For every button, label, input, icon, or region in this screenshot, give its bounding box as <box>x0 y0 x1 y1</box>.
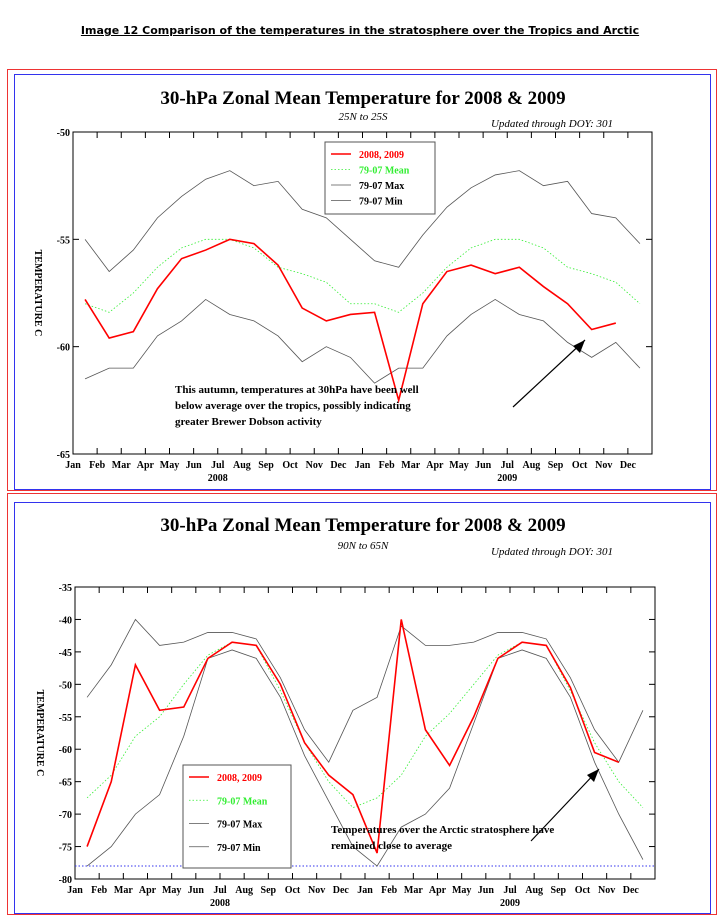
x-tick-label: Jan <box>355 460 371 471</box>
x-tick-label: Jul <box>503 885 517 896</box>
annotation-text: remained close to average <box>331 840 452 852</box>
series-line-79-07-min <box>85 299 640 383</box>
figure-caption: Image 12 Comparison of the temperatures … <box>0 24 720 37</box>
x-tick-label: May <box>162 885 181 896</box>
x-tick-label: Mar <box>114 885 133 896</box>
x-tick-label: Aug <box>525 885 543 896</box>
x-tick-label: Sep <box>551 885 567 896</box>
y-tick-label: -60 <box>57 343 70 354</box>
x-tick-label: Jun <box>475 460 492 471</box>
x-tick-label: Sep <box>258 460 274 471</box>
annotation-text: greater Brewer Dobson activity <box>175 416 322 428</box>
arrowhead-icon <box>573 340 585 353</box>
x-tick-label: Dec <box>330 460 347 471</box>
series-line-79-07-mean <box>87 642 643 807</box>
x-tick-label: Jan <box>357 885 373 896</box>
legend-entry: 79-07 Mean <box>359 166 410 177</box>
series-line-2008-2009 <box>85 239 616 400</box>
tropics-chart-panel: 30-hPa Zonal Mean Temperature for 2008 &… <box>7 69 717 491</box>
x-tick-label: Apr <box>426 460 444 471</box>
x-tick-label: Jul <box>501 460 515 471</box>
arctic-chart: 30-hPa Zonal Mean Temperature for 2008 &… <box>15 503 711 913</box>
x-tick-label: Apr <box>429 885 447 896</box>
x-tick-label: Sep <box>548 460 564 471</box>
x-tick-label: Jun <box>186 460 203 471</box>
y-tick-label: -35 <box>59 583 72 594</box>
x-tick-label: Dec <box>620 460 637 471</box>
x-tick-label: Feb <box>89 460 106 471</box>
year-label: 2009 <box>500 898 520 909</box>
annotation-arrow <box>513 340 585 407</box>
x-tick-label: Oct <box>572 460 588 471</box>
x-tick-label: Dec <box>333 885 350 896</box>
x-tick-label: May <box>452 885 471 896</box>
year-label: 2008 <box>208 473 228 484</box>
x-tick-label: Nov <box>595 460 612 471</box>
x-tick-label: Aug <box>233 460 251 471</box>
y-tick-label: -65 <box>59 778 72 789</box>
y-axis-label: TEMPERATURE C <box>32 250 43 337</box>
y-tick-label: -55 <box>57 235 70 246</box>
year-label: 2009 <box>497 473 517 484</box>
chart-subtitle: 90N to 65N <box>338 540 389 552</box>
x-tick-label: Apr <box>139 885 157 896</box>
legend-entry: 2008, 2009 <box>359 150 404 161</box>
legend-entry: 79-07 Max <box>359 181 404 192</box>
updated-label: Updated through DOY: 301 <box>491 546 613 558</box>
x-tick-label: Dec <box>623 885 640 896</box>
chart-title: 30-hPa Zonal Mean Temperature for 2008 &… <box>160 515 565 536</box>
annotation-text: below average over the tropics, possibly… <box>175 400 411 412</box>
series-line-79-07-max <box>87 619 643 762</box>
x-tick-label: Oct <box>575 885 591 896</box>
y-tick-label: -55 <box>59 713 72 724</box>
x-tick-label: Jul <box>211 460 225 471</box>
x-tick-label: Feb <box>381 885 398 896</box>
x-tick-label: Oct <box>285 885 301 896</box>
y-axis-label: TEMPERATURE C <box>34 690 45 777</box>
x-tick-label: Jan <box>65 460 81 471</box>
x-tick-label: May <box>160 460 179 471</box>
y-tick-label: -50 <box>59 680 72 691</box>
x-tick-label: Oct <box>282 460 298 471</box>
annotation-text: This autumn, temperatures at 30hPa have … <box>175 384 419 396</box>
x-tick-label: Jan <box>67 885 83 896</box>
y-tick-label: -60 <box>59 745 72 756</box>
legend-entry: 79-07 Mean <box>217 796 268 807</box>
x-tick-label: Mar <box>112 460 131 471</box>
annotation-text: Temperatures over the Arctic stratospher… <box>331 824 554 836</box>
x-tick-label: Feb <box>379 460 396 471</box>
x-tick-label: Jun <box>478 885 495 896</box>
x-tick-label: Jun <box>188 885 205 896</box>
x-tick-label: Aug <box>235 885 253 896</box>
x-tick-label: Mar <box>404 885 423 896</box>
y-tick-label: -70 <box>59 810 72 821</box>
x-tick-label: Feb <box>91 885 108 896</box>
chart-subtitle: 25N to 25S <box>339 111 388 123</box>
y-tick-label: -40 <box>59 615 72 626</box>
x-tick-label: Aug <box>522 460 540 471</box>
series-line-2008-2009 <box>87 619 619 853</box>
x-tick-label: Sep <box>261 885 277 896</box>
x-tick-label: Apr <box>137 460 155 471</box>
year-label: 2008 <box>210 898 230 909</box>
legend-entry: 79-07 Min <box>359 197 403 208</box>
updated-label: Updated through DOY: 301 <box>491 118 613 130</box>
x-tick-label: Nov <box>308 885 325 896</box>
legend-entry: 79-07 Min <box>217 843 261 854</box>
arctic-chart-panel: 30-hPa Zonal Mean Temperature for 2008 &… <box>7 493 717 915</box>
y-tick-label: -75 <box>59 843 72 854</box>
x-tick-label: Jul <box>213 885 227 896</box>
x-tick-label: Nov <box>598 885 615 896</box>
chart-title: 30-hPa Zonal Mean Temperature for 2008 &… <box>160 88 565 109</box>
y-tick-label: -50 <box>57 128 70 139</box>
annotation-arrow <box>531 769 599 841</box>
y-tick-label: -45 <box>59 648 72 659</box>
legend-entry: 79-07 Max <box>217 820 262 831</box>
tropics-chart: 30-hPa Zonal Mean Temperature for 2008 &… <box>15 75 711 489</box>
x-tick-label: Nov <box>306 460 323 471</box>
legend-entry: 2008, 2009 <box>217 773 262 784</box>
x-tick-label: Mar <box>401 460 420 471</box>
x-tick-label: May <box>449 460 468 471</box>
